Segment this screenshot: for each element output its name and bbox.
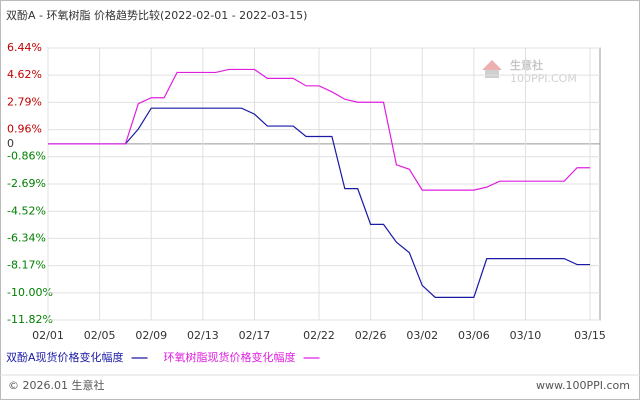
y-tick-label: 2.79% (7, 95, 42, 108)
y-tick-label: 6.44% (7, 41, 42, 54)
x-tick-label: 03/15 (574, 329, 606, 342)
y-tick-label: -0.86% (7, 150, 46, 163)
y-tick-label: 0 (7, 137, 14, 150)
y-tick-label: 0.96% (7, 123, 42, 136)
x-tick-label: 03/06 (458, 329, 490, 342)
watermark-icon (485, 70, 499, 78)
x-tick-label: 02/26 (355, 329, 387, 342)
chart-title: 双酚A - 环氧树脂 价格趋势比较(2022-02-01 - 2022-03-1… (6, 8, 307, 22)
y-tick-label: -4.52% (7, 204, 46, 217)
x-tick-label: 02/05 (84, 329, 116, 342)
y-tick-label: 4.62% (7, 68, 42, 81)
x-tick-label: 02/01 (32, 329, 64, 342)
series-line (48, 107, 590, 298)
x-tick-label: 02/09 (135, 329, 167, 342)
y-tick-label: -8.17% (7, 259, 46, 272)
y-tick-label: -11.82% (7, 313, 53, 326)
watermark-name: 生意社 (510, 58, 543, 72)
x-tick-label: 03/10 (510, 329, 542, 342)
x-tick-label: 02/22 (303, 329, 335, 342)
y-tick-label: -2.69% (7, 177, 46, 190)
series-line (48, 68, 590, 191)
footer-left: © 2026.01 生意社 (8, 378, 104, 392)
y-tick-label: -6.34% (7, 231, 46, 244)
y-tick-label: -10.00% (7, 286, 53, 299)
legend-label: 环氧树脂现货价格变化幅度 (164, 350, 296, 364)
x-tick-label: 03/02 (406, 329, 438, 342)
legend-label: 双酚A现货价格变化幅度 (6, 350, 124, 364)
watermark-site: 100PPI.COM (510, 72, 577, 85)
watermark-icon (482, 60, 502, 70)
x-tick-label: 02/13 (187, 329, 219, 342)
x-tick-label: 02/17 (239, 329, 271, 342)
footer-right: www.100PPI.com (536, 379, 630, 392)
